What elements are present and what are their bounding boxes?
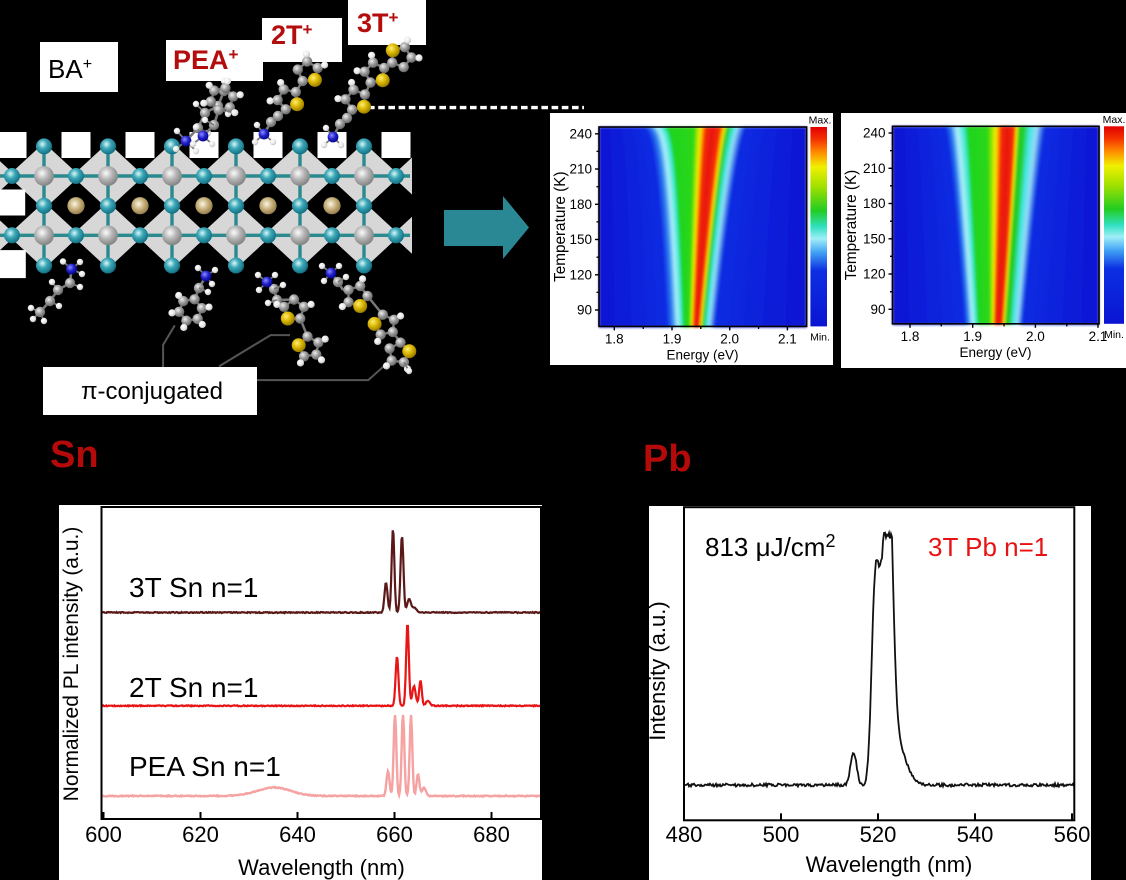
svg-text:Intensity (a.u.): Intensity (a.u.) <box>649 601 670 740</box>
svg-text:2.1: 2.1 <box>778 331 797 346</box>
svg-text:520: 520 <box>860 822 897 847</box>
svg-text:Min.: Min. <box>810 331 830 343</box>
svg-text:Min.: Min. <box>1104 329 1124 341</box>
svg-text:620: 620 <box>182 822 219 847</box>
svg-text:3T Pb n=1: 3T Pb n=1 <box>928 532 1048 562</box>
svg-text:680: 680 <box>473 822 510 847</box>
svg-text:1.8: 1.8 <box>901 329 920 344</box>
svg-text:560: 560 <box>1054 822 1091 847</box>
svg-text:480: 480 <box>666 822 703 847</box>
svg-text:Max.: Max. <box>1103 114 1126 126</box>
svg-text:150: 150 <box>569 232 592 247</box>
svg-text:640: 640 <box>279 822 316 847</box>
svg-text:Wavelength (nm): Wavelength (nm) <box>806 852 973 877</box>
svg-text:500: 500 <box>763 822 800 847</box>
svg-text:540: 540 <box>957 822 994 847</box>
svg-text:240: 240 <box>863 126 886 141</box>
svg-text:2.1: 2.1 <box>1089 329 1108 344</box>
svg-text:1.8: 1.8 <box>605 331 624 346</box>
svg-text:BA+: BA+ <box>48 54 92 84</box>
svg-text:Temperature (K): Temperature (K) <box>843 170 860 281</box>
svg-text:2.0: 2.0 <box>720 331 739 346</box>
svg-text:90: 90 <box>577 303 592 318</box>
svg-text:Wavelength (nm): Wavelength (nm) <box>238 855 405 880</box>
svg-text:Temperature (K): Temperature (K) <box>552 171 569 282</box>
svg-text:240: 240 <box>569 126 592 141</box>
svg-text:3T Sn n=1: 3T Sn n=1 <box>129 572 258 603</box>
svg-text:Max.: Max. <box>809 115 832 127</box>
svg-text:210: 210 <box>863 161 886 176</box>
svg-text:120: 120 <box>569 267 592 282</box>
svg-text:600: 600 <box>85 822 122 847</box>
svg-text:180: 180 <box>569 197 592 212</box>
svg-text:2.0: 2.0 <box>1026 329 1045 344</box>
svg-text:Normalized PL intensity (a.u.): Normalized PL intensity (a.u.) <box>60 527 83 802</box>
svg-text:120: 120 <box>863 267 886 282</box>
svg-text:90: 90 <box>870 302 885 317</box>
svg-text:Energy (eV): Energy (eV) <box>959 345 1031 360</box>
svg-text:Energy (eV): Energy (eV) <box>666 347 738 362</box>
svg-text:π-conjugated: π-conjugated <box>81 378 223 405</box>
svg-text:210: 210 <box>569 162 592 177</box>
svg-text:PEA+: PEA+ <box>173 45 239 75</box>
svg-text:1.9: 1.9 <box>963 329 982 344</box>
svg-text:150: 150 <box>863 231 886 246</box>
svg-text:1.9: 1.9 <box>663 331 682 346</box>
svg-text:660: 660 <box>376 822 413 847</box>
svg-text:2T Sn n=1: 2T Sn n=1 <box>129 672 258 703</box>
svg-text:813 μJ/cm2: 813 μJ/cm2 <box>705 531 835 562</box>
svg-text:180: 180 <box>863 196 886 211</box>
svg-text:PEA Sn n=1: PEA Sn n=1 <box>129 751 281 782</box>
